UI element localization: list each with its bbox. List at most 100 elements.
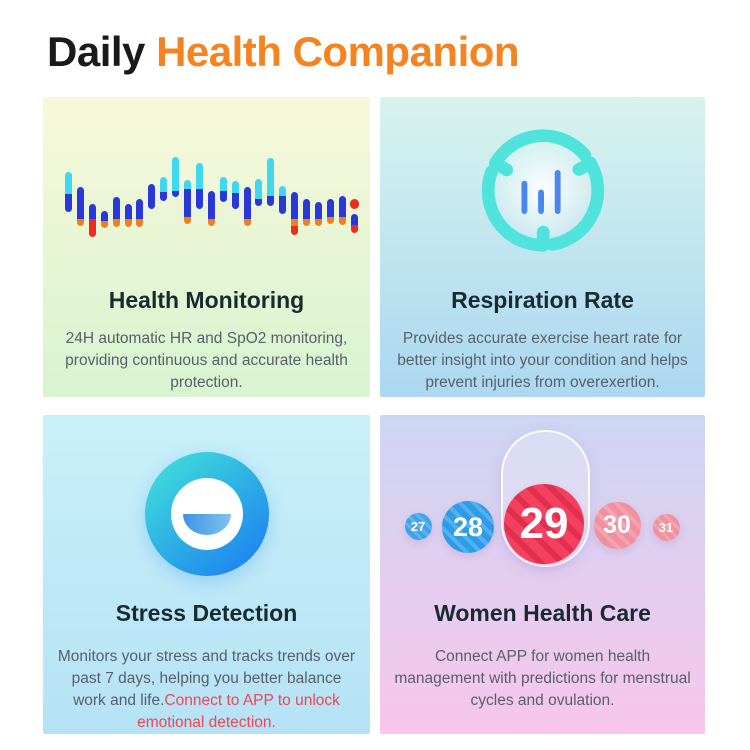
hr-segment-blue xyxy=(255,199,263,206)
hr-segment-blue xyxy=(267,196,275,206)
hr-bar xyxy=(255,149,263,261)
hr-segment-cyan xyxy=(267,158,275,196)
stress-gauge-level xyxy=(182,514,231,535)
hr-segment-blue xyxy=(172,191,180,197)
body-text: Provides accurate exercise heart rate fo… xyxy=(397,330,688,391)
hr-segment-orange xyxy=(76,219,84,226)
stress-gauge-face xyxy=(170,478,243,550)
hr-bar xyxy=(160,149,168,261)
card-respiration-rate: Respiration Rate Provides accurate exerc… xyxy=(380,97,705,397)
hr-segment-blue xyxy=(148,184,156,209)
hr-segment-blue xyxy=(195,189,203,209)
hr-bar xyxy=(303,149,310,261)
hr-segment-orange xyxy=(207,219,215,226)
card-stress-detection: Stress Detection Monitors your stress an… xyxy=(43,415,370,734)
hr-segment-cyan xyxy=(195,163,203,189)
hr-bar xyxy=(219,149,227,261)
hr-segment-cyan xyxy=(184,180,191,189)
respiration-bars-glyph xyxy=(520,169,561,214)
hr-bar xyxy=(349,149,359,261)
card-description-stress-detection: Monitors your stress and tracks trends o… xyxy=(43,646,370,734)
hr-bar xyxy=(148,149,156,261)
hr-bar xyxy=(314,149,322,261)
hr-bar xyxy=(279,149,287,261)
hr-segment-orange xyxy=(100,221,108,228)
hr-segment-blue xyxy=(291,192,299,219)
hr-segment-orange xyxy=(291,219,299,226)
hr-bar xyxy=(195,149,203,261)
hr-bar xyxy=(231,149,239,261)
calendar-day-30: 30 xyxy=(593,501,641,549)
card-description-health-monitoring: 24H automatic HR and SpO2 monitoring, pr… xyxy=(43,328,370,394)
hr-segment-red xyxy=(88,219,96,237)
hr-segment-cyan xyxy=(219,177,227,191)
hr-segment-orange xyxy=(184,217,191,224)
alert-text: Connect to APP to unlock emotional detec… xyxy=(137,692,340,731)
hr-segment-cyan xyxy=(255,179,263,199)
stress-gauge-icon xyxy=(144,452,269,576)
hr-segment-blue xyxy=(314,202,322,219)
hr-segment-blue xyxy=(184,189,191,217)
hr-segment-cyan xyxy=(160,177,168,192)
hr-segment-blue xyxy=(100,211,108,221)
hr-bar xyxy=(112,149,120,261)
feature-grid: Health Monitoring 24H automatic HR and S… xyxy=(43,97,705,734)
hr-segment-blue xyxy=(350,214,358,225)
hr-segment-blue xyxy=(65,194,72,212)
hr-segment-blue xyxy=(279,196,287,214)
hr-segment-cyan xyxy=(65,172,72,194)
hr-segment-blue xyxy=(326,199,334,217)
title-health-companion: Health Companion xyxy=(156,28,520,75)
hr-bar xyxy=(76,149,84,261)
hr-segment-blue xyxy=(136,199,144,219)
hr-segment-blue xyxy=(231,193,239,209)
hr-bar xyxy=(338,149,346,261)
page-title: Daily Health Companion xyxy=(47,28,520,76)
hr-segment-blue xyxy=(243,187,251,219)
calendar-day-28: 28 xyxy=(442,501,494,553)
hr-bar xyxy=(124,149,132,261)
hr-segment-blue xyxy=(112,197,120,219)
hr-segment-orange xyxy=(124,219,132,227)
card-health-monitoring: Health Monitoring 24H automatic HR and S… xyxy=(43,97,370,397)
hr-segment-orange xyxy=(326,217,334,224)
calendar-day-27: 27 xyxy=(404,512,432,540)
hr-bar xyxy=(65,149,72,261)
hr-bar xyxy=(184,149,191,261)
hr-segment-cyan xyxy=(231,181,239,193)
hr-segment-blue xyxy=(338,196,346,217)
title-daily: Daily xyxy=(47,28,157,75)
hr-bar xyxy=(136,149,144,261)
hr-bar xyxy=(88,149,96,261)
hr-segment-blue xyxy=(88,204,96,219)
body-text: Monitors your stress and tracks trends o… xyxy=(57,648,356,709)
hr-segment-cyan xyxy=(172,157,180,191)
hr-segment-orange xyxy=(303,219,310,226)
hr-segment-blue xyxy=(303,199,310,219)
card-description-respiration-rate: Provides accurate exercise heart rate fo… xyxy=(380,328,705,394)
body-text: Connect APP for women health management … xyxy=(394,648,691,709)
hr-bar xyxy=(207,149,215,261)
hr-bar xyxy=(172,149,180,261)
card-title-respiration-rate: Respiration Rate xyxy=(451,287,634,313)
hr-bar xyxy=(291,149,299,261)
menstrual-calendar-icon: 27 28 29 30 31 xyxy=(380,415,705,734)
hr-segment-cyan xyxy=(279,186,287,196)
hr-segment-orange xyxy=(243,219,251,226)
card-women-health-care: 27 28 29 30 31 Women Health Care Connect APP… xyxy=(380,415,705,734)
hr-segment-orange xyxy=(136,219,144,227)
hr-segment-blue xyxy=(124,204,132,219)
hr-segment-orange xyxy=(338,217,346,225)
hr-segment-orange xyxy=(112,219,120,227)
hr-bar xyxy=(100,149,108,261)
hr-bar xyxy=(267,149,275,261)
respiration-cycle-icon xyxy=(474,122,611,259)
hr-bar xyxy=(326,149,334,261)
heart-rate-chart-icon xyxy=(65,149,359,261)
body-text: 24H automatic HR and SpO2 monitoring, pr… xyxy=(65,330,348,391)
hr-segment-red xyxy=(349,199,359,209)
hr-segment-blue xyxy=(219,191,227,202)
hr-segment-orange xyxy=(314,219,322,226)
calendar-day-29: 29 xyxy=(504,484,584,564)
